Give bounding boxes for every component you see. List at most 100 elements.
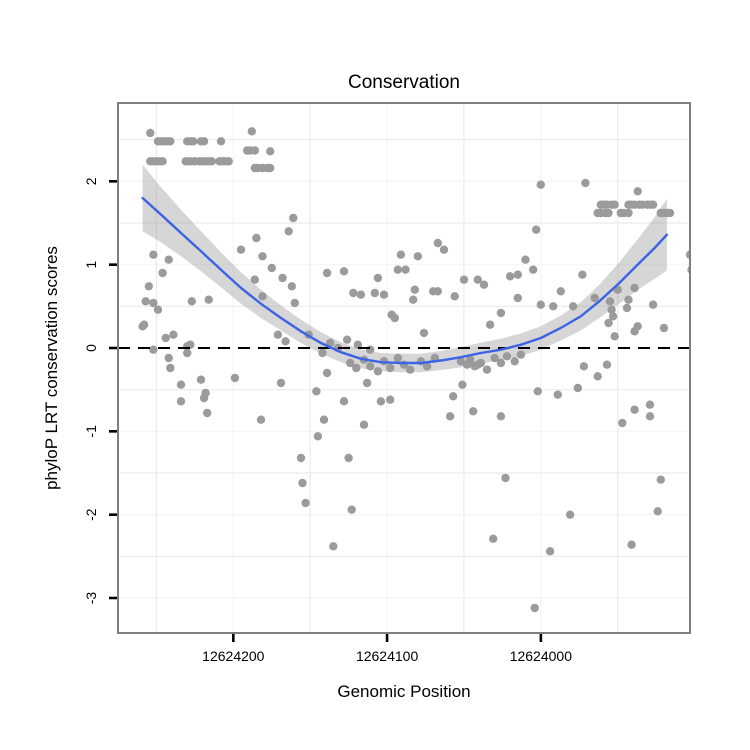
scatter-point <box>349 288 358 298</box>
scatter-point <box>496 308 506 318</box>
y-tick-label: 2 <box>83 177 99 185</box>
scatter-point <box>439 245 449 254</box>
scatter-point <box>386 395 395 404</box>
scatter-point <box>362 378 372 388</box>
panel-border <box>117 102 691 634</box>
scatter-points <box>138 127 690 613</box>
scatter-point <box>344 453 353 463</box>
scatter-point <box>482 365 492 374</box>
scatter-point <box>401 265 410 274</box>
scatter-point <box>250 275 259 284</box>
scatter-point <box>199 393 209 403</box>
scatter-point <box>604 318 613 328</box>
scatter-point <box>645 400 655 409</box>
ribbon-path <box>142 164 667 373</box>
scatter-point <box>685 250 690 259</box>
scatter-point <box>342 335 352 344</box>
scatter-point <box>187 297 196 306</box>
scatter-point <box>590 293 599 303</box>
scatter-point <box>284 227 293 236</box>
smooth-line <box>141 196 669 365</box>
scatter-point <box>624 208 633 218</box>
scatter-point <box>505 272 515 281</box>
scatter-point <box>581 178 590 188</box>
scatter-point <box>204 295 213 304</box>
scatter-point <box>608 312 618 321</box>
scatter-point <box>281 337 290 346</box>
scatter-point <box>648 200 658 209</box>
scatter-point <box>490 353 499 363</box>
scatter-point <box>370 288 379 298</box>
scatter-point <box>339 267 349 276</box>
scatter-point <box>196 375 206 384</box>
scatter-point <box>510 357 519 366</box>
x-axis-title: Genomic Position <box>337 682 470 701</box>
scatter-point <box>139 320 149 329</box>
scatter-point <box>153 305 163 314</box>
scatter-point <box>429 287 438 296</box>
scatter-point <box>289 213 298 223</box>
scatter-point <box>633 187 642 196</box>
scatter-point <box>496 412 506 421</box>
scatter-point <box>216 137 226 146</box>
scatter-point <box>166 137 175 146</box>
scatter-point <box>633 322 642 331</box>
scatter-point <box>224 157 233 166</box>
scatter-point <box>203 408 212 418</box>
scatter-point <box>158 157 167 166</box>
scatter-point <box>607 305 616 314</box>
scatter-point <box>536 300 545 309</box>
scatter-point <box>258 252 267 261</box>
scatter-point <box>267 263 276 273</box>
smooth-path <box>141 196 669 365</box>
scatter-point <box>164 353 173 363</box>
scatter-point <box>266 163 275 173</box>
scatter-point <box>645 412 655 421</box>
scatter-point <box>390 313 399 323</box>
scatter-point <box>610 332 619 341</box>
scatter-point <box>366 362 375 371</box>
scatter-point <box>313 432 323 441</box>
scatter-point <box>553 390 562 399</box>
scatter-point <box>298 478 307 488</box>
scatter-point <box>610 200 619 209</box>
scatter-point <box>656 475 665 484</box>
scatter-point <box>176 380 186 389</box>
scatter-point <box>161 333 170 343</box>
scatter-point <box>533 387 542 396</box>
scatter-point <box>287 282 296 291</box>
scatter-point <box>141 297 150 306</box>
y-axis: 2 1 0 -1 -2 -3 <box>83 177 117 604</box>
scatter-point <box>347 505 356 514</box>
scatter-point <box>665 208 675 218</box>
scatter-point <box>413 252 422 261</box>
y-tick-label: -3 <box>83 592 99 605</box>
scatter-point <box>186 340 195 349</box>
scatter-point <box>459 275 469 284</box>
scatter-point <box>532 225 541 234</box>
scatter-point <box>521 255 530 264</box>
data-layer <box>118 127 690 613</box>
scatter-point <box>322 368 332 378</box>
scatter-point <box>319 415 329 424</box>
scatter-point <box>376 397 386 406</box>
x-tick-label: 12624200 <box>202 648 265 664</box>
x-tick-label: 12624100 <box>356 648 419 664</box>
scatter-point <box>256 415 266 424</box>
scatter-point <box>199 137 209 146</box>
scatter-point <box>301 498 310 508</box>
scatter-point <box>386 363 395 373</box>
scatter-point <box>158 268 167 278</box>
scatter-point <box>529 265 538 274</box>
chart-title: Conservation <box>348 72 460 93</box>
scatter-point <box>346 358 355 368</box>
scatter-point <box>339 397 349 406</box>
scatter-point <box>513 293 522 303</box>
scatter-point <box>445 412 455 421</box>
scatter-point <box>605 297 615 306</box>
scatter-point <box>433 238 442 248</box>
scatter-point <box>373 367 383 376</box>
scatter-point <box>359 420 369 429</box>
scatter-point <box>456 357 466 366</box>
